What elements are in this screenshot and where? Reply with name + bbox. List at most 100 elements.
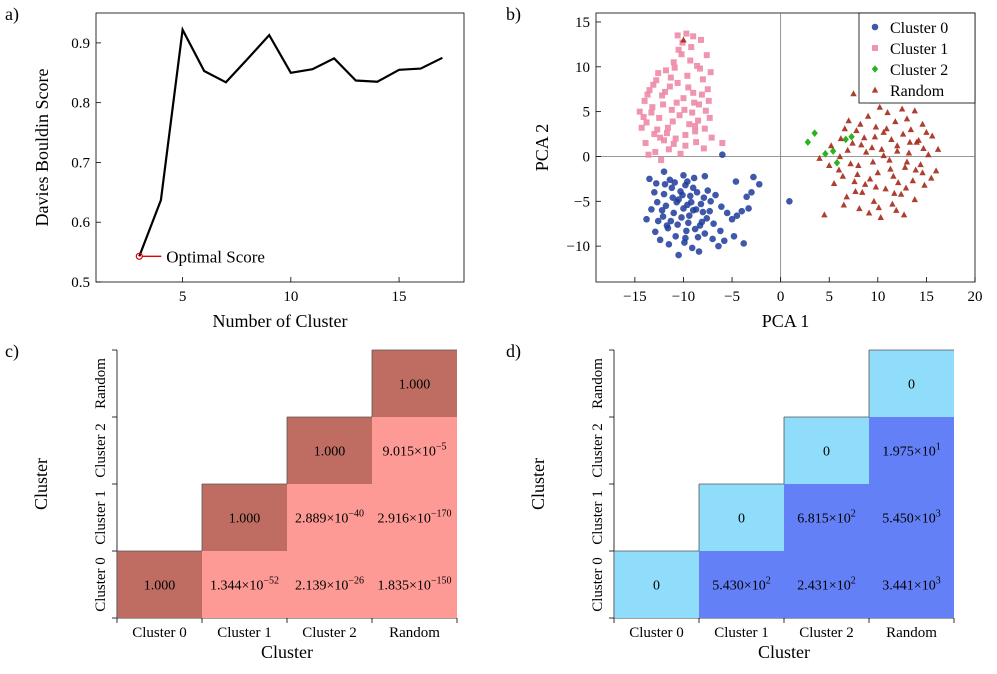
scatter-point <box>730 232 738 240</box>
scatter-point <box>720 237 728 245</box>
scatter-point <box>871 133 879 140</box>
y-axis-label: Cluster <box>528 458 548 510</box>
scatter-point <box>688 244 696 252</box>
x-tick-label: 0 <box>777 289 785 305</box>
cell-value: 9.015×10−5 <box>382 442 446 460</box>
scatter-point <box>928 174 935 181</box>
scatter-point <box>849 139 856 146</box>
plot-frame <box>595 12 976 283</box>
heatmap-cell <box>202 484 287 551</box>
cell-value: 5.430×102 <box>712 576 770 594</box>
scatter-point <box>667 74 674 81</box>
scatter-point <box>699 76 706 83</box>
scatter-point <box>657 134 664 141</box>
scatter-point <box>841 125 848 132</box>
scatter-point <box>882 185 889 192</box>
scatter-point <box>843 193 850 200</box>
scatter-point <box>684 72 691 79</box>
scatter-point <box>719 151 726 158</box>
heatmap-cell <box>699 551 784 618</box>
cell-exponent: −170 <box>431 509 452 520</box>
scatter-point <box>891 189 898 196</box>
scatter-point <box>705 97 712 104</box>
scatter-point <box>710 220 717 228</box>
cell-mantissa: 1.000 <box>314 445 346 460</box>
cell-mantissa: 0 <box>738 512 745 527</box>
scatter-point <box>915 136 922 143</box>
scatter-point <box>706 207 713 215</box>
scatter-point <box>644 91 651 98</box>
scatter-point <box>902 184 910 191</box>
scatter-point <box>853 127 860 134</box>
scatter-point <box>679 39 686 46</box>
panel-a: a) 5 10 15 0.5 0.6 0.7 0.8 0.9 Optimal Score Numbe… <box>5 4 465 331</box>
scatter-point <box>712 191 719 199</box>
scatter-point <box>687 57 694 64</box>
scatter-point <box>839 172 847 179</box>
scatter-point <box>872 123 880 130</box>
scatter-point <box>666 83 673 90</box>
scatter-point <box>700 194 708 202</box>
scatter-point <box>703 52 710 59</box>
scatter-point <box>679 191 686 199</box>
cell-mantissa: 1.344×10 <box>210 579 263 594</box>
scatter-point <box>912 166 919 173</box>
panel-label: d) <box>506 341 521 362</box>
scatter-point <box>680 171 687 179</box>
y-tick-label: 10 <box>575 60 590 76</box>
x-tick-label: Random <box>886 625 937 641</box>
y-tick-label: Cluster 2 <box>590 423 606 478</box>
scatter-point <box>718 203 725 210</box>
scatter-point <box>872 183 880 190</box>
scatter-point <box>925 151 932 158</box>
heatmap-cell <box>287 551 372 618</box>
cell-value: 0 <box>908 378 915 393</box>
scatter-point <box>858 141 865 148</box>
x-axis-label: Cluster <box>261 642 313 662</box>
cell-mantissa: 0 <box>653 579 660 594</box>
scatter-point <box>894 142 901 149</box>
series-cluster-0 <box>643 151 793 259</box>
cell-value: 1.000 <box>399 378 431 393</box>
scatter-point <box>669 118 676 125</box>
scatter-point <box>674 79 681 86</box>
scatter-point <box>660 101 667 108</box>
scatter-point <box>880 128 887 135</box>
y-tick-label: Random <box>590 358 606 409</box>
y-tick-label: −10 <box>567 239 590 255</box>
cell-mantissa: 1.835×10 <box>377 579 430 594</box>
scatter-point <box>636 108 643 115</box>
cell-mantissa: 1.000 <box>144 579 176 594</box>
scatter-point <box>870 197 878 204</box>
scatter-point <box>704 86 711 93</box>
scatter-point <box>732 178 740 185</box>
scatter-point <box>703 215 711 222</box>
scatter-point <box>917 161 924 168</box>
scatter-point <box>670 209 678 217</box>
scatter-point <box>694 233 702 241</box>
heatmap-cell <box>372 551 457 618</box>
scatter-point <box>669 194 677 202</box>
heatmap-cell <box>869 484 954 551</box>
cell-value: 0 <box>738 512 745 527</box>
cell-mantissa: 0 <box>823 445 830 460</box>
scatter-point <box>698 218 706 226</box>
scatter-point <box>857 120 864 127</box>
scatter-point <box>869 158 877 165</box>
scatter-point <box>878 145 885 152</box>
scatter-point <box>693 139 700 146</box>
legend: Cluster 0 Cluster 1 Cluster 2 Random <box>858 12 976 104</box>
scatter-point <box>652 180 660 187</box>
cell-exponent: 3 <box>936 509 941 520</box>
scatter-point <box>668 184 676 192</box>
scatter-point <box>875 204 882 211</box>
cell-value: 1.344×10−52 <box>210 576 279 594</box>
heatmap-cell <box>869 417 954 484</box>
optimal-score-label: Optimal Score <box>166 247 265 266</box>
scatter-point <box>660 168 668 176</box>
cell-mantissa: 6.815×10 <box>797 512 850 527</box>
heatmap-cell <box>372 417 457 484</box>
scatter-point <box>671 64 678 71</box>
y-tick-label: Random <box>93 358 109 409</box>
scatter-point <box>696 101 703 108</box>
